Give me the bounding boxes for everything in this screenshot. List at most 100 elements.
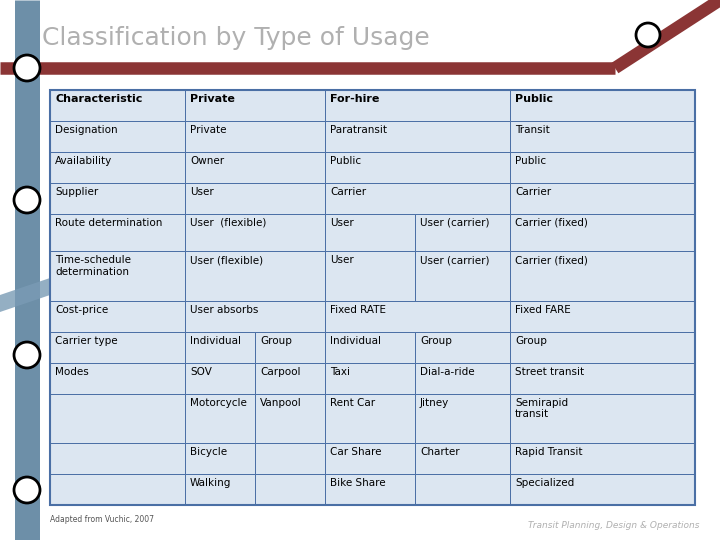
Bar	[50, 183, 185, 214]
Text: Private: Private	[190, 94, 235, 104]
Text: Cost-price: Cost-price	[55, 305, 108, 315]
Bar	[325, 332, 415, 362]
Text: Individual: Individual	[190, 335, 241, 346]
Bar	[185, 362, 255, 394]
Bar	[255, 443, 325, 474]
Bar	[255, 474, 325, 505]
Text: Characteristic: Characteristic	[55, 94, 143, 104]
Bar	[50, 152, 185, 183]
Circle shape	[14, 477, 40, 503]
Text: Availability: Availability	[55, 156, 112, 166]
Bar	[185, 214, 325, 251]
Bar	[185, 251, 325, 301]
Bar	[50, 443, 185, 474]
Text: User (carrier): User (carrier)	[420, 255, 490, 265]
Text: Group: Group	[260, 335, 292, 346]
Bar	[185, 443, 255, 474]
Circle shape	[14, 55, 40, 81]
Text: Charter: Charter	[420, 447, 459, 457]
Bar	[415, 394, 510, 443]
Text: Classification by Type of Usage: Classification by Type of Usage	[42, 26, 430, 50]
Bar	[50, 474, 185, 505]
Polygon shape	[0, 278, 50, 312]
Text: Bike Share: Bike Share	[330, 478, 386, 488]
Text: Carrier type: Carrier type	[55, 335, 117, 346]
Text: Time-schedule
determination: Time-schedule determination	[55, 255, 131, 276]
Text: Taxi: Taxi	[330, 367, 350, 376]
Bar	[255, 332, 325, 362]
Text: Group: Group	[515, 335, 547, 346]
Text: Motorcycle: Motorcycle	[190, 397, 247, 408]
Text: User (flexible): User (flexible)	[190, 255, 263, 265]
Text: Jitney: Jitney	[420, 397, 449, 408]
Bar	[185, 301, 325, 332]
Bar	[415, 214, 510, 251]
Circle shape	[14, 187, 40, 213]
Text: Carrier: Carrier	[330, 187, 366, 197]
Bar	[510, 251, 695, 301]
Text: Carpool: Carpool	[260, 367, 300, 376]
Text: Carrier (fixed): Carrier (fixed)	[515, 255, 588, 265]
Bar	[325, 443, 415, 474]
Bar	[50, 394, 185, 443]
Text: Specialized: Specialized	[515, 478, 575, 488]
Bar	[50, 121, 185, 152]
Bar	[510, 214, 695, 251]
Text: User absorbs: User absorbs	[190, 305, 258, 315]
Text: Rent Car: Rent Car	[330, 397, 375, 408]
Bar	[50, 301, 185, 332]
Text: Transit Planning, Design & Operations: Transit Planning, Design & Operations	[528, 521, 700, 530]
Text: Bicycle: Bicycle	[190, 447, 227, 457]
Text: Private: Private	[190, 125, 227, 135]
Bar	[510, 332, 695, 362]
Bar	[325, 183, 510, 214]
Text: Fixed FARE: Fixed FARE	[515, 305, 571, 315]
Text: Modes: Modes	[55, 367, 89, 376]
Text: Carrier: Carrier	[515, 187, 551, 197]
Text: Semirapid
transit: Semirapid transit	[515, 397, 568, 419]
Text: Rapid Transit: Rapid Transit	[515, 447, 582, 457]
Bar	[510, 301, 695, 332]
Bar	[325, 121, 510, 152]
Text: Public: Public	[515, 94, 553, 104]
Text: User: User	[330, 218, 354, 228]
Bar	[325, 152, 510, 183]
Text: User  (flexible): User (flexible)	[190, 218, 266, 228]
Bar	[510, 362, 695, 394]
Bar	[50, 251, 185, 301]
Bar	[185, 121, 325, 152]
Bar	[185, 183, 325, 214]
Bar	[185, 332, 255, 362]
Bar	[50, 214, 185, 251]
Bar	[510, 90, 695, 121]
Text: User: User	[190, 187, 214, 197]
Text: Group: Group	[420, 335, 452, 346]
Bar	[255, 362, 325, 394]
Text: Dial-a-ride: Dial-a-ride	[420, 367, 474, 376]
Text: Owner: Owner	[190, 156, 224, 166]
Bar	[510, 443, 695, 474]
Bar	[510, 474, 695, 505]
Bar	[325, 474, 415, 505]
Bar	[510, 121, 695, 152]
Text: Supplier: Supplier	[55, 187, 98, 197]
Bar	[415, 474, 510, 505]
Text: SOV: SOV	[190, 367, 212, 376]
Bar	[50, 90, 185, 121]
Bar	[325, 214, 415, 251]
Text: User (carrier): User (carrier)	[420, 218, 490, 228]
Bar	[255, 394, 325, 443]
Text: Transit: Transit	[515, 125, 550, 135]
Bar	[185, 474, 255, 505]
Circle shape	[14, 342, 40, 368]
Text: Carrier (fixed): Carrier (fixed)	[515, 218, 588, 228]
Text: For-hire: For-hire	[330, 94, 379, 104]
Bar	[185, 152, 325, 183]
Bar	[185, 90, 325, 121]
Text: Car Share: Car Share	[330, 447, 382, 457]
Text: Adapted from Vuchic, 2007: Adapted from Vuchic, 2007	[50, 515, 154, 524]
Text: Designation: Designation	[55, 125, 117, 135]
Bar	[50, 90, 695, 505]
Bar	[50, 332, 185, 362]
Text: Street transit: Street transit	[515, 367, 584, 376]
